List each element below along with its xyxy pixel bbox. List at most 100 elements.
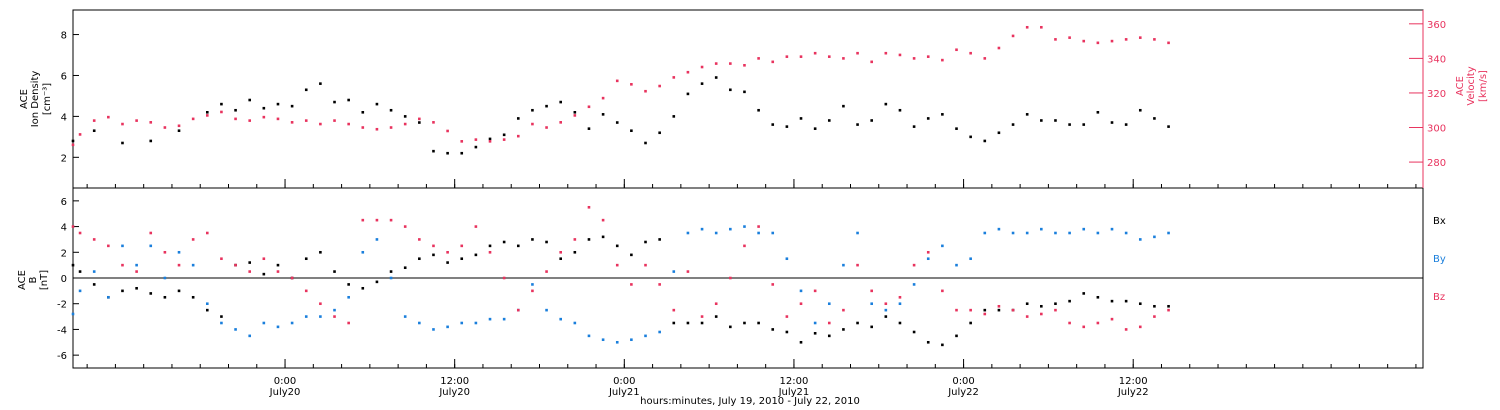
velocity-series-point — [78, 133, 82, 136]
velocity-series-point — [361, 126, 365, 129]
bz-series-point — [898, 295, 902, 299]
bx-series-point — [630, 253, 633, 257]
ion-density-series-point — [672, 115, 676, 118]
bx-series-point — [418, 257, 421, 261]
ion-density-series-point — [347, 98, 350, 102]
bx-series-point — [502, 240, 506, 244]
by-series-point — [601, 338, 605, 342]
velocity-series-point — [644, 89, 647, 93]
by-series-point — [418, 321, 421, 325]
bx-series-point — [644, 240, 647, 244]
bx-series-point — [658, 238, 661, 241]
bz-series-point — [559, 250, 562, 254]
ion-density-series-point — [220, 102, 223, 106]
top-right-tick-label: 300 — [1427, 124, 1446, 135]
by-series-point — [644, 334, 647, 338]
bx-series-point — [771, 328, 775, 331]
bz-series-point — [1124, 328, 1128, 331]
velocity-series-point — [163, 126, 167, 129]
bx-series-point — [516, 244, 520, 248]
by-series-point — [1025, 231, 1029, 235]
bx-series-point — [799, 340, 803, 344]
ion-density-series-point — [827, 119, 831, 122]
bx-series-point — [842, 328, 845, 331]
by-series-point — [1124, 231, 1128, 235]
bottom-left-axis-label: ACE B [nT] — [17, 270, 50, 290]
velocity-series-point — [205, 114, 209, 117]
ion-density-series-point — [1167, 125, 1170, 128]
b-label-line1: ACE — [17, 270, 28, 290]
x-tick-time: 0:00 — [952, 376, 974, 387]
by-series-point — [276, 325, 280, 329]
bz-series-point — [587, 205, 591, 209]
bz-series-point — [205, 231, 209, 235]
by-series-point — [1040, 227, 1043, 231]
by-series-point — [432, 328, 435, 331]
ion-density-series-point — [856, 123, 859, 126]
bottom-panel-data — [71, 205, 1170, 347]
top-right-axis-label: ACE Velocity [km/s] — [1455, 66, 1489, 105]
by-series-point — [107, 295, 110, 299]
bz-series-point — [375, 218, 379, 222]
bottom-left-tick-label: 4 — [61, 223, 67, 234]
legend-by: By — [1433, 254, 1446, 265]
bottom-left-tick-label: 0 — [61, 274, 67, 285]
bz-series-point — [234, 263, 237, 267]
ion-density-series-point — [474, 145, 478, 149]
bx-series-point — [785, 330, 789, 334]
by-series-point — [1110, 227, 1114, 231]
ion-density-series-point — [92, 129, 96, 133]
velocity-series-point — [1096, 41, 1100, 45]
bx-series-point — [615, 244, 619, 248]
velocity-series-point — [531, 122, 534, 126]
top-right-tick-label: 360 — [1427, 20, 1446, 31]
top-right-axis: 280 300 320 340 360 — [1409, 10, 1446, 188]
ion-density-label-line2: Ion Density — [30, 71, 41, 128]
ion-density-series-point — [234, 108, 237, 112]
bz-series-point — [997, 304, 1001, 308]
ion-density-series-point — [898, 108, 902, 112]
ion-density-series-point — [997, 131, 1001, 135]
ion-density-series-point — [757, 108, 760, 112]
velocity-series-point — [375, 127, 379, 131]
ion-density-series-point — [361, 110, 365, 114]
ion-density-series-point — [276, 102, 280, 106]
velocity-series-point — [432, 121, 435, 124]
bx-series-point — [969, 321, 972, 325]
ion-density-series-point — [149, 139, 153, 143]
bz-series-point — [502, 276, 506, 280]
velocity-label-line3: [km/s] — [1478, 70, 1489, 102]
bx-series-point — [78, 270, 82, 273]
ion-density-series-point — [941, 113, 944, 116]
velocity-series-point — [743, 64, 746, 67]
bz-series-point — [92, 238, 96, 241]
bx-series-point — [813, 331, 817, 335]
velocity-series-point — [827, 55, 831, 58]
x-axis: 0:00July2012:00July200:00July2112:00July… — [86, 179, 1417, 398]
by-series-point — [827, 302, 831, 306]
bottom-left-tick-label: -6 — [57, 351, 67, 362]
velocity-series-point — [149, 121, 153, 124]
bz-series-point — [870, 289, 873, 293]
velocity-series-point — [601, 96, 605, 100]
velocity-series-point — [573, 114, 577, 117]
top-panel-data — [71, 25, 1170, 155]
bz-series-point — [107, 244, 110, 248]
bz-series-point — [856, 263, 859, 267]
velocity-series-point — [1025, 25, 1029, 29]
bz-series-point — [290, 276, 294, 280]
velocity-series-point — [389, 126, 393, 129]
bx-series-point — [700, 321, 704, 325]
by-series-point — [898, 302, 902, 306]
top-right-tick-label: 320 — [1427, 89, 1446, 100]
velocity-series-point — [1153, 38, 1156, 41]
velocity-series-point — [502, 138, 506, 141]
by-series-point — [1068, 231, 1071, 235]
bx-series-point — [1153, 304, 1156, 308]
by-series-point — [672, 270, 676, 273]
velocity-label-line2: Velocity — [1466, 66, 1477, 105]
by-series-point — [71, 312, 75, 316]
bz-series-point — [446, 250, 449, 254]
by-series-point — [842, 263, 845, 267]
ion-density-series-point — [615, 121, 619, 124]
